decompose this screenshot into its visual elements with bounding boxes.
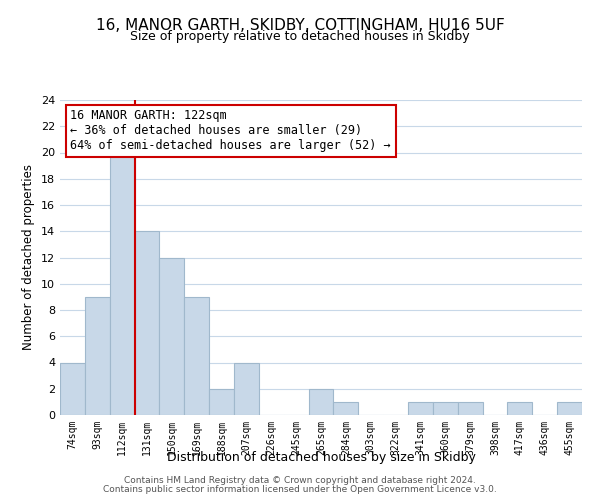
- Text: Size of property relative to detached houses in Skidby: Size of property relative to detached ho…: [130, 30, 470, 43]
- Text: Distribution of detached houses by size in Skidby: Distribution of detached houses by size …: [167, 451, 475, 464]
- Bar: [433, 402, 458, 415]
- Bar: [458, 402, 482, 415]
- Text: 16, MANOR GARTH, SKIDBY, COTTINGHAM, HU16 5UF: 16, MANOR GARTH, SKIDBY, COTTINGHAM, HU1…: [95, 18, 505, 32]
- Bar: [334, 402, 358, 415]
- Bar: [209, 389, 234, 415]
- Bar: [184, 297, 209, 415]
- Bar: [85, 297, 110, 415]
- Text: Contains public sector information licensed under the Open Government Licence v3: Contains public sector information licen…: [103, 485, 497, 494]
- Text: Contains HM Land Registry data © Crown copyright and database right 2024.: Contains HM Land Registry data © Crown c…: [124, 476, 476, 485]
- Bar: [508, 402, 532, 415]
- Bar: [134, 231, 160, 415]
- Bar: [160, 258, 184, 415]
- Bar: [110, 152, 134, 415]
- Bar: [308, 389, 334, 415]
- Text: 16 MANOR GARTH: 122sqm
← 36% of detached houses are smaller (29)
64% of semi-det: 16 MANOR GARTH: 122sqm ← 36% of detached…: [70, 110, 391, 152]
- Bar: [408, 402, 433, 415]
- Bar: [234, 362, 259, 415]
- Bar: [60, 362, 85, 415]
- Y-axis label: Number of detached properties: Number of detached properties: [22, 164, 35, 350]
- Bar: [557, 402, 582, 415]
